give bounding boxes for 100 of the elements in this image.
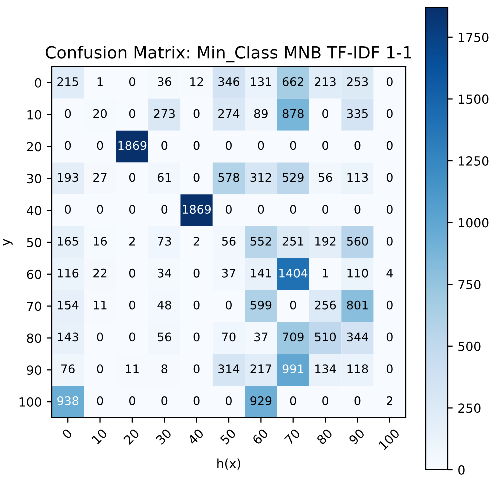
- data-label: 0: [129, 77, 136, 86]
- data-label: 0: [290, 141, 296, 150]
- data-label: 0: [322, 109, 329, 118]
- data-label: 76: [62, 364, 75, 374]
- data-label: 0: [258, 205, 264, 214]
- data-label: 0: [129, 396, 136, 406]
- data-label: 56: [222, 236, 236, 246]
- color-bar-label: 750: [458, 280, 481, 290]
- data-label: 70: [222, 332, 236, 342]
- data-label: 0: [354, 396, 361, 406]
- color-bar-label: 250: [458, 404, 481, 414]
- data-label: 0: [386, 300, 393, 310]
- data-label: 0: [162, 396, 168, 406]
- data-label: 253: [347, 77, 368, 86]
- data-label: 709: [283, 332, 304, 342]
- data-label: 0: [129, 268, 136, 278]
- data-label: 37: [254, 332, 268, 342]
- data-label: 0: [226, 205, 232, 214]
- data-label: 251: [282, 236, 304, 246]
- data-label: 0: [97, 205, 104, 214]
- x-tick-label: 0: [62, 428, 73, 440]
- data-label: 0: [129, 109, 136, 118]
- data-label: 0: [129, 332, 136, 342]
- data-label: 938: [58, 396, 79, 406]
- data-label: 22: [94, 268, 107, 278]
- data-label: 4: [386, 269, 394, 278]
- y-tick-label: 60: [27, 270, 42, 280]
- data-label: 1869: [118, 141, 147, 150]
- data-label: 0: [129, 205, 136, 214]
- data-label: 73: [158, 236, 172, 246]
- data-label: 141: [251, 269, 272, 278]
- data-label: 256: [315, 300, 336, 310]
- data-label: 273: [154, 109, 175, 118]
- data-label: 0: [194, 173, 200, 182]
- data-label: 0: [97, 364, 104, 374]
- data-label: 20: [94, 109, 107, 118]
- data-label: 0: [290, 300, 296, 310]
- data-label: 0: [290, 396, 296, 406]
- data-label: 314: [218, 364, 240, 374]
- data-label: 110: [348, 268, 368, 278]
- data-label: 56: [158, 332, 172, 342]
- data-label: 0: [386, 364, 393, 374]
- color-bar-label: 0: [458, 465, 465, 475]
- data-label: 56: [318, 173, 332, 182]
- data-label: 0: [97, 396, 104, 406]
- data-label: 662: [282, 77, 304, 86]
- data-label: 1: [98, 78, 103, 86]
- chart-title: Confusion Matrix: Min_Class MNB TF-IDF 1-1: [46, 46, 412, 63]
- y-tick-label: 30: [27, 174, 42, 184]
- data-label: 1404: [280, 268, 308, 278]
- data-label: 529: [283, 173, 304, 182]
- data-label: 599: [250, 300, 272, 310]
- data-label: 0: [322, 205, 329, 214]
- x-tick-label: 40: [188, 428, 204, 446]
- data-label: 217: [250, 364, 272, 374]
- data-label: 8: [162, 364, 168, 374]
- data-label: 0: [386, 236, 393, 246]
- data-label: 0: [129, 300, 136, 310]
- y-tick-label: 80: [27, 334, 42, 344]
- data-label: 346: [218, 77, 240, 86]
- data-label: 991: [282, 364, 304, 374]
- color-bar-label: 1750: [459, 32, 489, 42]
- data-label: 215: [58, 77, 78, 86]
- x-tick-label: 20: [123, 428, 140, 446]
- data-label: 0: [65, 109, 72, 118]
- color-bar-label: 1500: [459, 94, 489, 104]
- color-bar-label: 1000: [459, 218, 489, 228]
- data-label: 510: [315, 332, 336, 342]
- data-label: 61: [158, 173, 172, 182]
- x-tick-label: 10: [92, 428, 108, 445]
- data-label: 37: [222, 268, 236, 278]
- data-label: 0: [386, 205, 393, 214]
- data-label: 154: [58, 300, 79, 310]
- y-tick-label: 20: [27, 142, 42, 152]
- data-label: 344: [347, 332, 368, 342]
- data-label: 0: [194, 300, 200, 310]
- data-label: 11: [94, 300, 107, 310]
- data-label: 0: [194, 268, 200, 278]
- data-label: 34: [158, 268, 172, 278]
- data-label: 192: [316, 236, 336, 246]
- data-label: 0: [194, 332, 200, 342]
- data-label: 0: [194, 364, 200, 374]
- x-tick-label: 90: [348, 428, 366, 446]
- data-label: 134: [316, 364, 336, 374]
- data-label: 0: [97, 332, 104, 342]
- data-label: 36: [158, 77, 172, 86]
- data-label: 193: [58, 173, 78, 182]
- data-label: 0: [322, 396, 329, 406]
- data-label: 1: [323, 269, 328, 278]
- data-label: 0: [162, 205, 168, 214]
- data-label: 0: [226, 396, 232, 406]
- data-label: 801: [347, 300, 368, 310]
- data-label: 113: [348, 173, 368, 182]
- data-label: 560: [347, 236, 368, 246]
- data-label: 578: [218, 173, 240, 182]
- x-tick-label: 100: [378, 428, 400, 450]
- y-tick-label: 90: [27, 366, 42, 376]
- data-label: 552: [250, 236, 272, 246]
- data-label: 0: [226, 141, 232, 150]
- data-label: 165: [58, 236, 78, 246]
